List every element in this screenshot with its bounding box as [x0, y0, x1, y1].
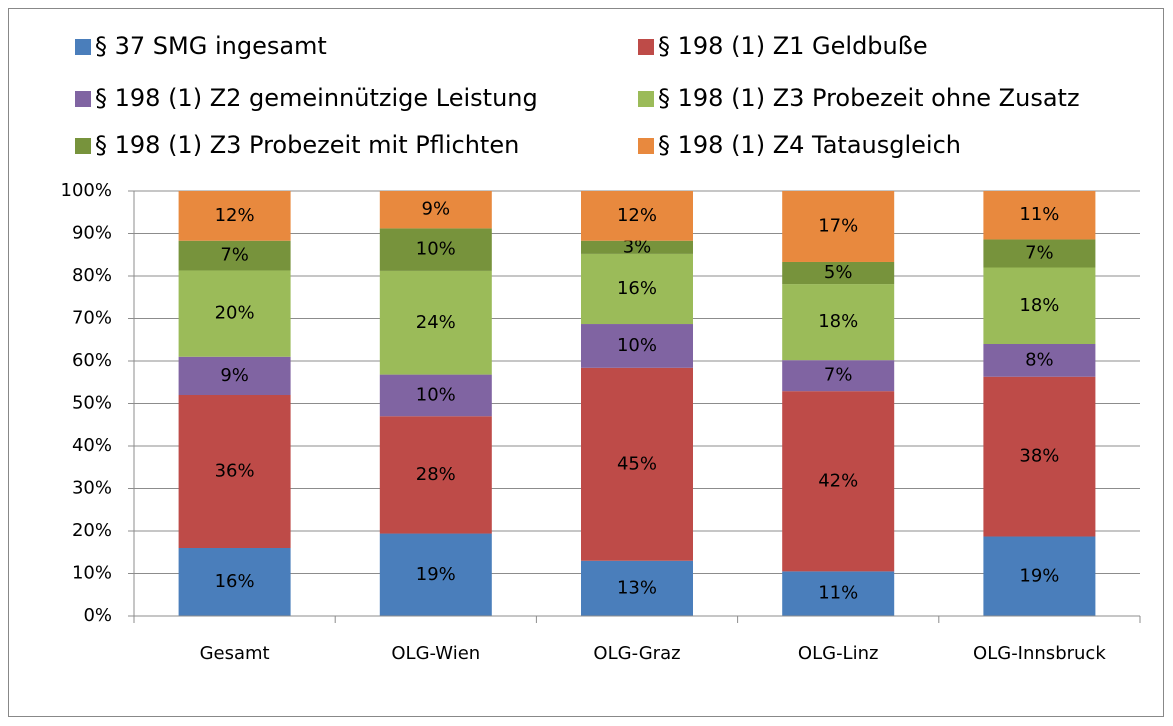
y-tick-label: 40%: [72, 435, 112, 456]
y-tick-label: 80%: [72, 265, 112, 286]
data-label: 28%: [416, 464, 456, 485]
legend-label: § 37 SMG ingesamt: [95, 32, 327, 60]
data-label: 10%: [617, 335, 657, 356]
bar-segment: [178, 395, 291, 548]
data-label: 13%: [617, 577, 657, 598]
bar-segment: [581, 560, 693, 616]
legend-label: § 198 (1) Z3 Probezeit mit Pflichten: [95, 131, 519, 159]
bar-segment: [782, 391, 895, 572]
legend-label: § 198 (1) Z3 Probezeit ohne Zusatz: [658, 84, 1080, 112]
x-tick-label: Gesamt: [200, 643, 270, 664]
data-label: 19%: [1019, 565, 1059, 586]
y-tick-label: 20%: [72, 520, 112, 541]
bar-segment: [983, 536, 1096, 616]
legend-swatch: [75, 39, 91, 55]
bar-segment: [379, 270, 492, 375]
bar-segment: [983, 191, 1096, 240]
y-tick-label: 10%: [72, 563, 112, 584]
bar-segment: [178, 270, 291, 357]
y-tick-label: 70%: [72, 308, 112, 329]
bar-segment: [178, 240, 291, 271]
bar-segment: [178, 191, 291, 241]
bar-segment: [581, 240, 693, 254]
legend-swatch: [638, 138, 654, 154]
data-label: 16%: [617, 278, 657, 299]
bar-segment: [379, 228, 492, 271]
x-tick-label: OLG-Wien: [391, 643, 480, 664]
bar-segment: [983, 376, 1096, 537]
x-tick-label: OLG-Graz: [593, 643, 680, 664]
data-label: 24%: [416, 312, 456, 333]
bar-segment: [581, 324, 693, 368]
data-label: 11%: [1019, 204, 1059, 225]
legend-swatch: [75, 138, 91, 154]
data-label: 18%: [1019, 295, 1059, 316]
bar-segment: [983, 267, 1096, 344]
bar-segment: [379, 533, 492, 616]
data-label: 9%: [220, 365, 249, 386]
y-tick-label: 30%: [72, 478, 112, 499]
y-tick-label: 100%: [61, 180, 112, 201]
data-label: 5%: [824, 262, 853, 283]
data-label: 36%: [215, 461, 255, 482]
bar-segment: [782, 571, 895, 616]
y-tick-label: 0%: [83, 605, 112, 626]
data-label: 16%: [215, 571, 255, 592]
data-label: 12%: [215, 205, 255, 226]
y-tick-label: 60%: [72, 350, 112, 371]
bar-segment: [379, 374, 492, 417]
legend-label: § 198 (1) Z1 Geldbuße: [658, 32, 928, 60]
data-label: 19%: [416, 564, 456, 585]
x-tick-label: OLG-Linz: [798, 643, 879, 664]
legend-swatch: [638, 39, 654, 55]
data-label: 10%: [416, 384, 456, 405]
x-tick-label: OLG-Innsbruck: [973, 643, 1106, 664]
bar-segment: [581, 253, 693, 325]
bar-segment: [782, 261, 895, 285]
bar-segment: [379, 416, 492, 534]
y-tick-label: 90%: [72, 223, 112, 244]
legend-swatch: [75, 91, 91, 107]
data-label: 17%: [818, 215, 858, 236]
data-label: 7%: [1025, 242, 1054, 263]
data-label: 12%: [617, 205, 657, 226]
bar-segment: [782, 191, 895, 262]
data-label: 20%: [215, 303, 255, 324]
bar-segment: [178, 548, 291, 616]
data-label: 11%: [818, 583, 858, 604]
bar-segment: [379, 191, 492, 229]
bar-segment: [178, 356, 291, 395]
legend-swatch: [638, 91, 654, 107]
data-label: 42%: [818, 470, 858, 491]
bar-segment: [581, 367, 693, 561]
data-label: 9%: [422, 199, 451, 220]
bar-segment: [983, 239, 1096, 268]
data-label: 18%: [818, 311, 858, 332]
data-label: 8%: [1025, 349, 1054, 370]
y-tick-label: 50%: [72, 393, 112, 414]
bar-segment: [983, 344, 1096, 377]
legend-label: § 198 (1) Z2 gemeinnützige Leistung: [95, 84, 538, 112]
bar-segment: [782, 284, 895, 361]
bar-segment: [581, 191, 693, 241]
data-label: 7%: [220, 245, 249, 266]
data-label: 3%: [623, 236, 652, 257]
data-label: 45%: [617, 453, 657, 474]
data-label: 10%: [416, 239, 456, 260]
data-label: 7%: [824, 365, 853, 386]
bar-segment: [782, 360, 895, 392]
legend-label: § 198 (1) Z4 Tatausgleich: [658, 131, 961, 159]
data-label: 38%: [1019, 446, 1059, 467]
